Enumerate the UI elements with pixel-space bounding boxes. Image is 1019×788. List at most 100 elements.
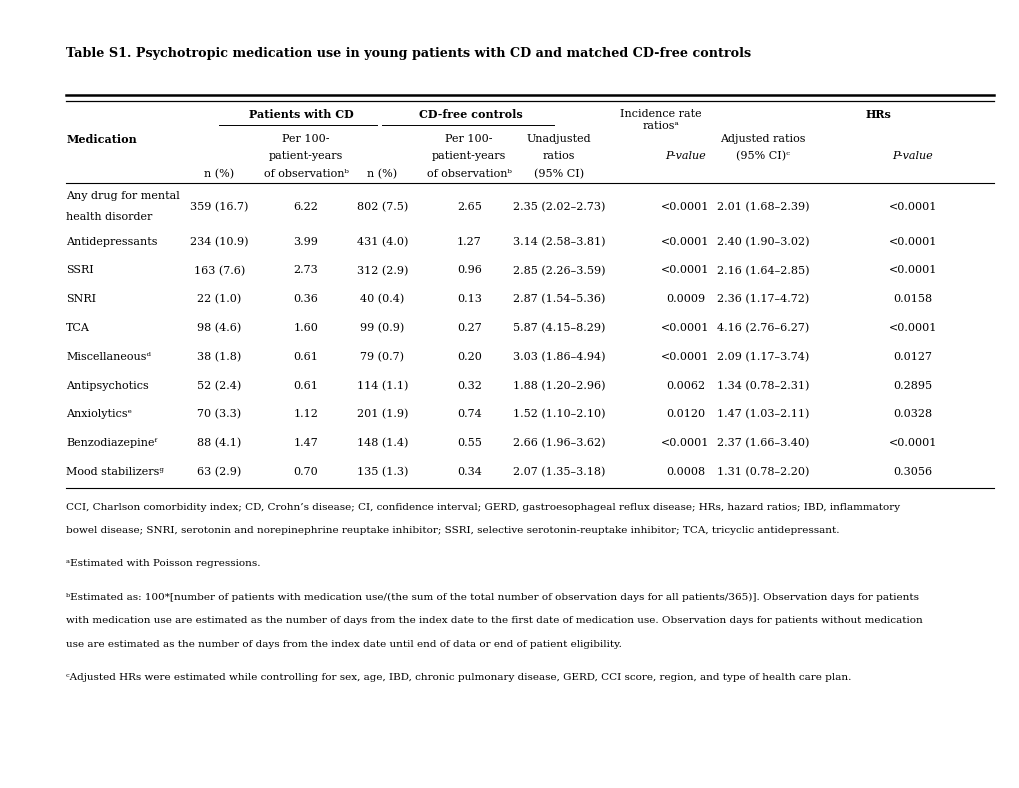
Text: 0.20: 0.20 xyxy=(457,351,481,362)
Text: ratiosᵃ: ratiosᵃ xyxy=(642,121,679,132)
Text: 6.22: 6.22 xyxy=(293,202,318,212)
Text: of observationᵇ: of observationᵇ xyxy=(263,169,348,179)
Text: ᵃEstimated with Poisson regressions.: ᵃEstimated with Poisson regressions. xyxy=(66,559,261,568)
Text: 0.3056: 0.3056 xyxy=(893,466,931,477)
Text: 2.66 (1.96–3.62): 2.66 (1.96–3.62) xyxy=(513,438,604,448)
Text: 0.0008: 0.0008 xyxy=(665,466,704,477)
Text: Antidepressants: Antidepressants xyxy=(66,236,158,247)
Text: 0.0127: 0.0127 xyxy=(893,351,931,362)
Text: patient-years: patient-years xyxy=(269,151,342,162)
Text: 163 (7.6): 163 (7.6) xyxy=(194,266,245,276)
Text: Table S1. Psychotropic medication use in young patients with CD and matched CD-f: Table S1. Psychotropic medication use in… xyxy=(66,47,751,60)
Text: 114 (1.1): 114 (1.1) xyxy=(357,381,408,391)
Text: 5.87 (4.15–8.29): 5.87 (4.15–8.29) xyxy=(513,323,604,333)
Text: patient-years: patient-years xyxy=(432,151,505,162)
Text: 1.88 (1.20–2.96): 1.88 (1.20–2.96) xyxy=(513,381,604,391)
Text: 79 (0.7): 79 (0.7) xyxy=(360,351,405,362)
Text: 2.73: 2.73 xyxy=(293,266,318,276)
Text: Patients with CD: Patients with CD xyxy=(249,109,353,120)
Text: use are estimated as the number of days from the index date until end of data or: use are estimated as the number of days … xyxy=(66,640,622,649)
Text: Unadjusted: Unadjusted xyxy=(526,134,591,144)
Text: 0.0009: 0.0009 xyxy=(665,294,704,304)
Text: 3.14 (2.58–3.81): 3.14 (2.58–3.81) xyxy=(513,236,604,247)
Text: 2.01 (1.68–2.39): 2.01 (1.68–2.39) xyxy=(716,202,808,212)
Text: <0.0001: <0.0001 xyxy=(888,202,936,212)
Text: 38 (1.8): 38 (1.8) xyxy=(197,351,242,362)
Text: 22 (1.0): 22 (1.0) xyxy=(197,294,242,304)
Text: HRs: HRs xyxy=(865,109,891,120)
Text: ratios: ratios xyxy=(542,151,575,162)
Text: 0.0328: 0.0328 xyxy=(893,409,931,419)
Text: CCI, Charlson comorbidity index; CD, Crohn’s disease; CI, confidence interval; G: CCI, Charlson comorbidity index; CD, Cro… xyxy=(66,503,900,511)
Text: 2.85 (2.26–3.59): 2.85 (2.26–3.59) xyxy=(513,266,604,276)
Text: 0.96: 0.96 xyxy=(457,266,481,276)
Text: <0.0001: <0.0001 xyxy=(660,202,709,212)
Text: 2.37 (1.66–3.40): 2.37 (1.66–3.40) xyxy=(716,438,808,448)
Text: <0.0001: <0.0001 xyxy=(660,266,709,276)
Text: Medication: Medication xyxy=(66,134,137,145)
Text: 63 (2.9): 63 (2.9) xyxy=(197,466,242,477)
Text: Miscellaneousᵈ: Miscellaneousᵈ xyxy=(66,351,151,362)
Text: 1.60: 1.60 xyxy=(293,323,318,333)
Text: (95% CI): (95% CI) xyxy=(533,169,584,179)
Text: 2.07 (1.35–3.18): 2.07 (1.35–3.18) xyxy=(513,466,604,477)
Text: Any drug for mental: Any drug for mental xyxy=(66,191,180,201)
Text: 0.2895: 0.2895 xyxy=(893,381,931,391)
Text: 3.03 (1.86–4.94): 3.03 (1.86–4.94) xyxy=(513,351,604,362)
Text: 234 (10.9): 234 (10.9) xyxy=(190,236,249,247)
Text: 0.0120: 0.0120 xyxy=(665,409,704,419)
Text: 1.47 (1.03–2.11): 1.47 (1.03–2.11) xyxy=(716,409,808,419)
Text: P-value: P-value xyxy=(892,151,932,162)
Text: 0.0062: 0.0062 xyxy=(665,381,704,391)
Text: 2.09 (1.17–3.74): 2.09 (1.17–3.74) xyxy=(716,351,808,362)
Text: CD-free controls: CD-free controls xyxy=(419,109,522,120)
Text: P-value: P-value xyxy=(664,151,705,162)
Text: 3.99: 3.99 xyxy=(293,236,318,247)
Text: 2.16 (1.64–2.85): 2.16 (1.64–2.85) xyxy=(716,266,808,276)
Text: <0.0001: <0.0001 xyxy=(660,323,709,333)
Text: <0.0001: <0.0001 xyxy=(888,323,936,333)
Text: bowel disease; SNRI, serotonin and norepinephrine reuptake inhibitor; SSRI, sele: bowel disease; SNRI, serotonin and norep… xyxy=(66,526,839,535)
Text: Incidence rate: Incidence rate xyxy=(620,109,701,119)
Text: <0.0001: <0.0001 xyxy=(888,266,936,276)
Text: 52 (2.4): 52 (2.4) xyxy=(197,381,242,391)
Text: 0.36: 0.36 xyxy=(293,294,318,304)
Text: 135 (1.3): 135 (1.3) xyxy=(357,466,408,477)
Text: 148 (1.4): 148 (1.4) xyxy=(357,438,408,448)
Text: Benzodiazepineᶠ: Benzodiazepineᶠ xyxy=(66,438,157,448)
Text: 2.65: 2.65 xyxy=(457,202,481,212)
Text: 1.31 (0.78–2.20): 1.31 (0.78–2.20) xyxy=(716,466,808,477)
Text: 70 (3.3): 70 (3.3) xyxy=(197,409,242,419)
Text: TCA: TCA xyxy=(66,323,90,333)
Text: 2.87 (1.54–5.36): 2.87 (1.54–5.36) xyxy=(513,294,604,304)
Text: Antipsychotics: Antipsychotics xyxy=(66,381,149,391)
Text: 0.55: 0.55 xyxy=(457,438,481,448)
Text: 0.74: 0.74 xyxy=(457,409,481,419)
Text: 0.61: 0.61 xyxy=(293,351,318,362)
Text: Mood stabilizersᵍ: Mood stabilizersᵍ xyxy=(66,466,164,477)
Text: with medication use are estimated as the number of days from the index date to t: with medication use are estimated as the… xyxy=(66,616,922,625)
Text: 1.12: 1.12 xyxy=(293,409,318,419)
Text: 2.40 (1.90–3.02): 2.40 (1.90–3.02) xyxy=(716,236,808,247)
Text: 312 (2.9): 312 (2.9) xyxy=(357,266,408,276)
Text: 431 (4.0): 431 (4.0) xyxy=(357,236,408,247)
Text: 2.35 (2.02–2.73): 2.35 (2.02–2.73) xyxy=(513,202,604,212)
Text: <0.0001: <0.0001 xyxy=(660,236,709,247)
Text: 2.36 (1.17–4.72): 2.36 (1.17–4.72) xyxy=(716,294,808,304)
Text: 359 (16.7): 359 (16.7) xyxy=(190,202,249,212)
Text: of observationᵇ: of observationᵇ xyxy=(426,169,512,179)
Text: ᵇEstimated as: 100*[number of patients with medication use/(the sum of the total: ᵇEstimated as: 100*[number of patients w… xyxy=(66,593,918,601)
Text: 99 (0.9): 99 (0.9) xyxy=(360,323,405,333)
Text: Per 100-: Per 100- xyxy=(445,134,492,144)
Text: 88 (4.1): 88 (4.1) xyxy=(197,438,242,448)
Text: 802 (7.5): 802 (7.5) xyxy=(357,202,408,212)
Text: 1.47: 1.47 xyxy=(293,438,318,448)
Text: n (%): n (%) xyxy=(367,169,397,179)
Text: 98 (4.6): 98 (4.6) xyxy=(197,323,242,333)
Text: n (%): n (%) xyxy=(204,169,234,179)
Text: health disorder: health disorder xyxy=(66,212,153,222)
Text: 1.52 (1.10–2.10): 1.52 (1.10–2.10) xyxy=(513,409,604,419)
Text: <0.0001: <0.0001 xyxy=(660,438,709,448)
Text: ᶜAdjusted HRs were estimated while controlling for sex, age, IBD, chronic pulmon: ᶜAdjusted HRs were estimated while contr… xyxy=(66,673,851,682)
Text: Anxiolyticsᵉ: Anxiolyticsᵉ xyxy=(66,409,132,419)
